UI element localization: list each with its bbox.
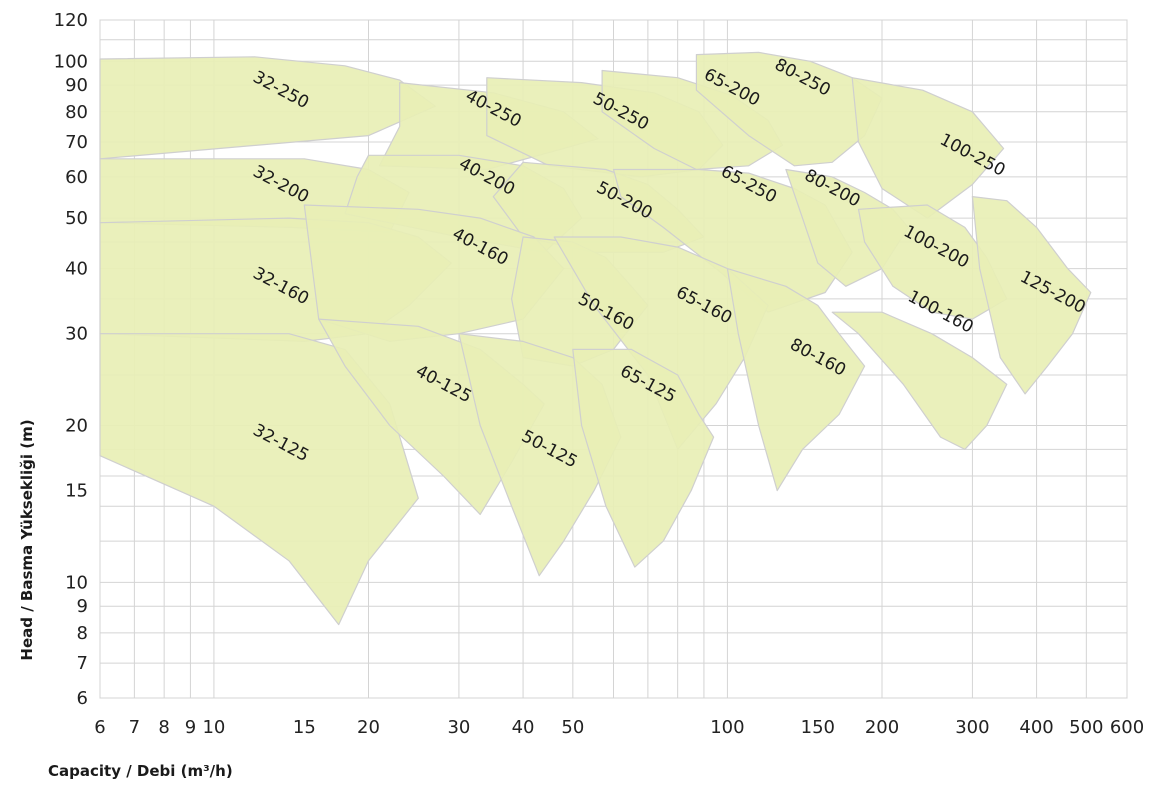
x-tick-label: 15 [293, 717, 316, 738]
x-tick-label: 20 [357, 717, 380, 738]
y-tick-label: 90 [65, 75, 88, 96]
x-tick-label: 150 [801, 717, 835, 738]
x-tick-label: 6 [94, 717, 105, 738]
x-tick-label: 30 [447, 717, 470, 738]
x-tick-label: 500 [1069, 717, 1103, 738]
y-tick-label: 10 [65, 572, 88, 593]
x-tick-label: 40 [512, 717, 535, 738]
y-tick-label: 15 [65, 481, 88, 502]
pump-region-125-200 [971, 196, 1092, 395]
x-tick-label: 50 [561, 717, 584, 738]
y-axis-ticks: 6 7 8 9 10 15 20 30 40 50 60 70 80 90 100 120 [54, 10, 88, 709]
y-axis-title: Head / Basma Yüksekliği (m) [18, 419, 36, 660]
x-tick-label: 600 [1110, 717, 1144, 738]
x-axis-title: Capacity / Debi (m³/h) [48, 762, 233, 780]
x-tick-label: 10 [202, 717, 225, 738]
x-tick-label: 200 [865, 717, 899, 738]
pump-regions [99, 51, 1092, 626]
y-tick-label: 40 [65, 259, 88, 280]
y-tick-label: 60 [65, 167, 88, 188]
y-tick-label: 70 [65, 132, 88, 153]
pump-region-32-125 [99, 333, 419, 626]
y-tick-label: 120 [54, 10, 88, 31]
y-tick-label: 9 [77, 596, 88, 617]
x-tick-label: 300 [955, 717, 989, 738]
y-tick-label: 6 [77, 688, 88, 709]
y-tick-label: 50 [65, 208, 88, 229]
y-tick-label: 8 [77, 623, 88, 644]
x-tick-label: 8 [158, 717, 169, 738]
y-tick-label: 100 [54, 51, 88, 72]
pump-region-100-160 [831, 311, 1008, 450]
pump-region-100-250 [851, 77, 1005, 219]
x-tick-label: 7 [129, 717, 140, 738]
pump-region-80-160 [726, 268, 866, 492]
x-tick-label: 9 [185, 717, 196, 738]
y-tick-label: 7 [77, 653, 88, 674]
pump-region-65-125 [572, 348, 715, 568]
y-tick-label: 80 [65, 102, 88, 123]
x-axis-ticks: 6 7 8 9 10 15 20 30 40 50 100 150 200 300 400 500 600 [94, 717, 1144, 738]
y-tick-label: 30 [65, 324, 88, 345]
x-tick-label: 400 [1019, 717, 1053, 738]
y-tick-label: 20 [65, 416, 88, 437]
x-tick-label: 100 [710, 717, 744, 738]
